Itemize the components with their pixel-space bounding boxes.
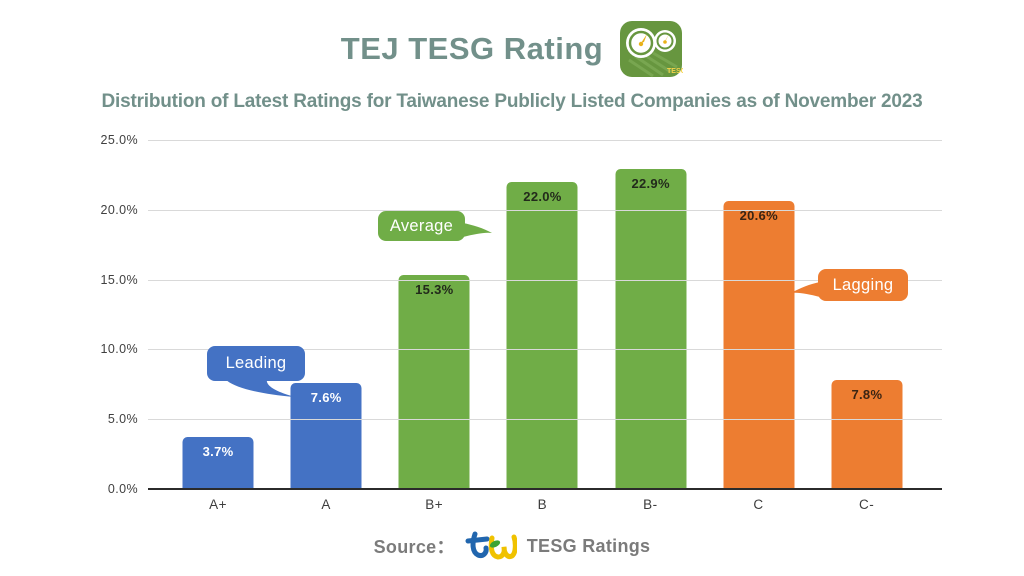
bar-slot-B+: 15.3% (380, 140, 488, 489)
callout-lagging-text: Lagging (832, 275, 894, 294)
callout-leading: Leading (207, 346, 305, 397)
x-axis-line (148, 488, 942, 490)
x-axis-label-A: A (321, 497, 331, 512)
callout-average-tail-icon (463, 223, 492, 237)
x-axis-label-C: C (753, 497, 764, 512)
brand-text: TESG Ratings (526, 535, 651, 556)
bar-B: 22.0% (506, 181, 578, 489)
bar-value-label: 3.7% (202, 444, 234, 460)
gridline (148, 279, 942, 281)
bar-A+: 3.7% (182, 437, 254, 489)
bar-slot-C: 20.6% (705, 140, 813, 489)
bar-value-label: 7.8% (851, 387, 883, 403)
bar-value-label: 22.0% (523, 188, 562, 204)
callout-leading-tail-icon (225, 379, 295, 397)
y-axis-label: 25.0% (100, 133, 138, 147)
bar-slot-A: 7.6% (272, 140, 380, 489)
x-axis-label-B+: B+ (425, 497, 444, 512)
gridline (148, 419, 942, 421)
callout-average-text: Average (389, 216, 454, 235)
bar-slot-B-: 22.9% (597, 140, 705, 489)
bar-slot-A+: 3.7% (164, 140, 272, 489)
svg-text:TESG: TESG (667, 68, 683, 75)
tesg-gauge-app-icon: TESG (620, 21, 683, 78)
bar-A: 7.6% (290, 382, 362, 489)
x-axis-label-A+: A+ (209, 497, 227, 512)
source-label: Source： (373, 537, 455, 557)
bar-B+: 15.3% (398, 275, 470, 489)
gridline (148, 140, 942, 141)
page-subtitle: Distribution of Latest Ratings for Taiwa… (101, 91, 923, 112)
x-axis-label-B: B (537, 497, 548, 512)
y-axis-label: 5.0% (107, 412, 138, 427)
bar-slot-B: 22.0% (488, 140, 596, 489)
header-title-row: TEJ TESG Rating TESG (0, 20, 1024, 78)
gridline (148, 209, 942, 211)
gridline (148, 349, 942, 351)
bar-B-: 22.9% (615, 169, 687, 489)
callout-average: Average (378, 211, 492, 241)
x-axis-label-B-: B- (643, 497, 658, 512)
bar-C: 20.6% (723, 201, 795, 489)
bar-C-: 7.8% (831, 380, 903, 489)
bar-slot-C-: 7.8% (813, 140, 921, 489)
page-title: TEJ TESG Rating (340, 31, 604, 66)
y-axis-label: 20.0% (100, 202, 138, 217)
x-axis: A+ A B+ B B- C C- (164, 497, 921, 512)
callout-leading-text: Leading (225, 354, 287, 372)
footer-source: Source： TESG Ratings (0, 531, 1024, 561)
x-axis-label-C-: C- (858, 497, 875, 512)
y-axis-label: 10.0% (100, 342, 138, 357)
callout-lagging: Lagging (791, 269, 908, 301)
bar-value-label: 20.6% (739, 208, 778, 224)
tej-logo (465, 531, 517, 560)
bars-container: 3.7% 7.6% 15.3% 22.0% 22.9% 20.6% 7.8% (164, 140, 921, 489)
bar-value-label: 22.9% (631, 176, 670, 192)
bar-value-label: 7.6% (310, 389, 342, 405)
y-axis-label: 0.0% (107, 482, 138, 496)
plot-area: 3.7% 7.6% 15.3% 22.0% 22.9% 20.6% 7.8% 0.0% 5.0… (101, 133, 942, 496)
y-axis-label: 15.0% (100, 272, 138, 287)
callout-lagging-tail-icon (791, 282, 820, 297)
bar-value-label: 15.3% (415, 282, 454, 298)
